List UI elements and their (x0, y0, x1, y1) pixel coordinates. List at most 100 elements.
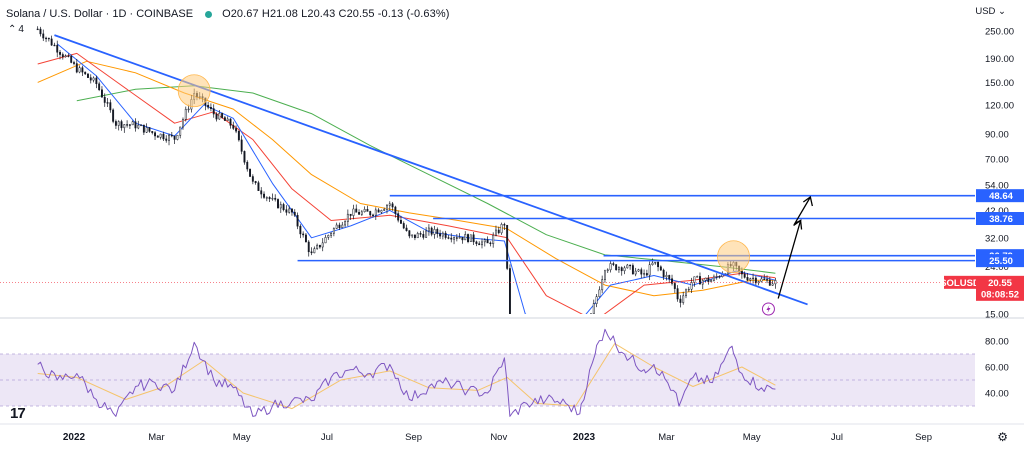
candle (61, 52, 64, 60)
candle (134, 118, 137, 132)
candle-body (249, 168, 252, 177)
tradingview-logo-icon[interactable]: 17 (10, 405, 26, 422)
candle (749, 277, 752, 282)
candle-body (682, 295, 685, 303)
candle (515, 317, 516, 326)
candle-body (696, 276, 699, 278)
candle-body (221, 113, 224, 118)
candle-body (631, 265, 634, 275)
candle-body (458, 237, 461, 239)
candle-body (629, 264, 632, 267)
trendline[interactable] (54, 34, 808, 306)
candle (595, 294, 598, 308)
candle-body (279, 204, 282, 209)
candle-body (715, 276, 718, 278)
price-axis[interactable]: 250.00190.00150.00120.0090.0070.0054.004… (985, 27, 1014, 400)
candle-body (372, 214, 374, 216)
price-tick-label: 90.00 (985, 129, 1009, 140)
candle (366, 205, 369, 212)
candle-body (394, 206, 397, 214)
candle-body (526, 326, 527, 327)
candle (427, 224, 430, 236)
candle-body (467, 234, 469, 242)
candle (260, 187, 263, 199)
candle-body (288, 208, 291, 213)
candle-body (651, 262, 654, 265)
candle-body (324, 237, 327, 244)
candle (402, 221, 405, 230)
candle (631, 263, 634, 275)
candle-body (75, 63, 78, 73)
candle (221, 112, 224, 119)
candle-body (543, 330, 544, 331)
candle (335, 222, 338, 229)
candle-body (643, 273, 646, 275)
candle-body (299, 225, 302, 235)
candle (391, 202, 394, 211)
candle (712, 274, 715, 282)
candle (209, 103, 212, 112)
candle-body (657, 261, 660, 268)
symbol-title[interactable]: Solana / U.S. Dollar · 1D · COINBASE (6, 8, 194, 20)
candle-body (321, 242, 324, 248)
currency-selector[interactable]: USD ⌄ (975, 6, 1006, 17)
candle-body (251, 176, 254, 182)
candle (268, 196, 271, 202)
candle-body (123, 124, 126, 129)
candle (223, 116, 226, 121)
candle-body (100, 89, 103, 98)
candle-body (453, 237, 456, 240)
candle (279, 201, 282, 213)
candle (707, 275, 710, 285)
candle-body (433, 229, 436, 235)
candle-body (562, 337, 563, 338)
indicators-toggle[interactable]: ⌃ 4 (8, 24, 24, 35)
candle-body (332, 228, 335, 234)
candle-body (699, 276, 701, 285)
candle-body (64, 55, 67, 58)
candle-body (576, 351, 577, 352)
candle-body (67, 55, 70, 57)
highlight-circle[interactable] (717, 240, 750, 274)
ma_green-line (76, 85, 776, 274)
candle-body (481, 241, 483, 246)
current-price-label: 20.55 (988, 278, 1012, 289)
candle-body (42, 33, 45, 39)
candle (659, 265, 662, 271)
drawings-layer (0, 34, 975, 316)
candle-body (486, 239, 489, 244)
candle-body (673, 283, 676, 289)
candle (235, 125, 238, 134)
time-axis[interactable]: 2022 Mar May Jul Sep Nov 2023 Mar May Jul Sep (63, 432, 932, 443)
candle-body (749, 278, 752, 281)
candle-body (383, 209, 386, 211)
candle (372, 213, 374, 218)
candle (557, 330, 558, 335)
highlight-circle[interactable] (177, 74, 211, 108)
candle (156, 135, 159, 138)
candle (128, 124, 131, 129)
candle (612, 261, 615, 267)
candle (89, 74, 92, 84)
candle-body (571, 345, 572, 346)
candle-body (637, 269, 640, 272)
candle-body (634, 270, 637, 275)
projection-arrow[interactable] (777, 196, 811, 299)
candle-body (176, 135, 179, 140)
candle (571, 340, 572, 348)
candle (489, 241, 492, 247)
gear-icon[interactable]: ⚙ (997, 430, 1008, 444)
candle (106, 97, 109, 107)
candle (352, 204, 355, 220)
level-price-tag (976, 212, 1024, 226)
candle (277, 198, 279, 209)
candle-body (134, 121, 137, 129)
candle-body (626, 264, 629, 269)
candle-body (557, 332, 558, 333)
candle (512, 319, 513, 324)
candle (486, 236, 489, 244)
candle-body (154, 132, 156, 137)
candle (148, 127, 151, 133)
candle-body (615, 264, 618, 271)
